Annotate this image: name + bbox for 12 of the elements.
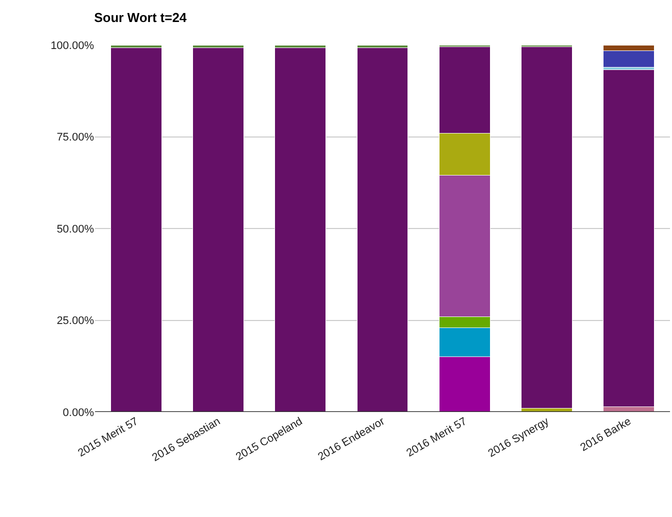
bar bbox=[521, 46, 572, 409]
bar bbox=[110, 48, 162, 412]
x-tick-label: 2016 Barke bbox=[578, 415, 634, 454]
y-tick-label: 25.00% bbox=[56, 315, 94, 328]
bar bbox=[356, 48, 408, 412]
x-tick-label: 2016 Merit 57 bbox=[404, 415, 469, 460]
y-tick-label: 50.00% bbox=[56, 223, 94, 236]
y-tick-label: 100.00% bbox=[50, 40, 94, 52]
chart-title: Sour Wort t=24 bbox=[94, 10, 188, 26]
bar bbox=[274, 48, 326, 412]
y-tick-label: 75.00% bbox=[56, 132, 94, 144]
bar bbox=[192, 48, 244, 412]
